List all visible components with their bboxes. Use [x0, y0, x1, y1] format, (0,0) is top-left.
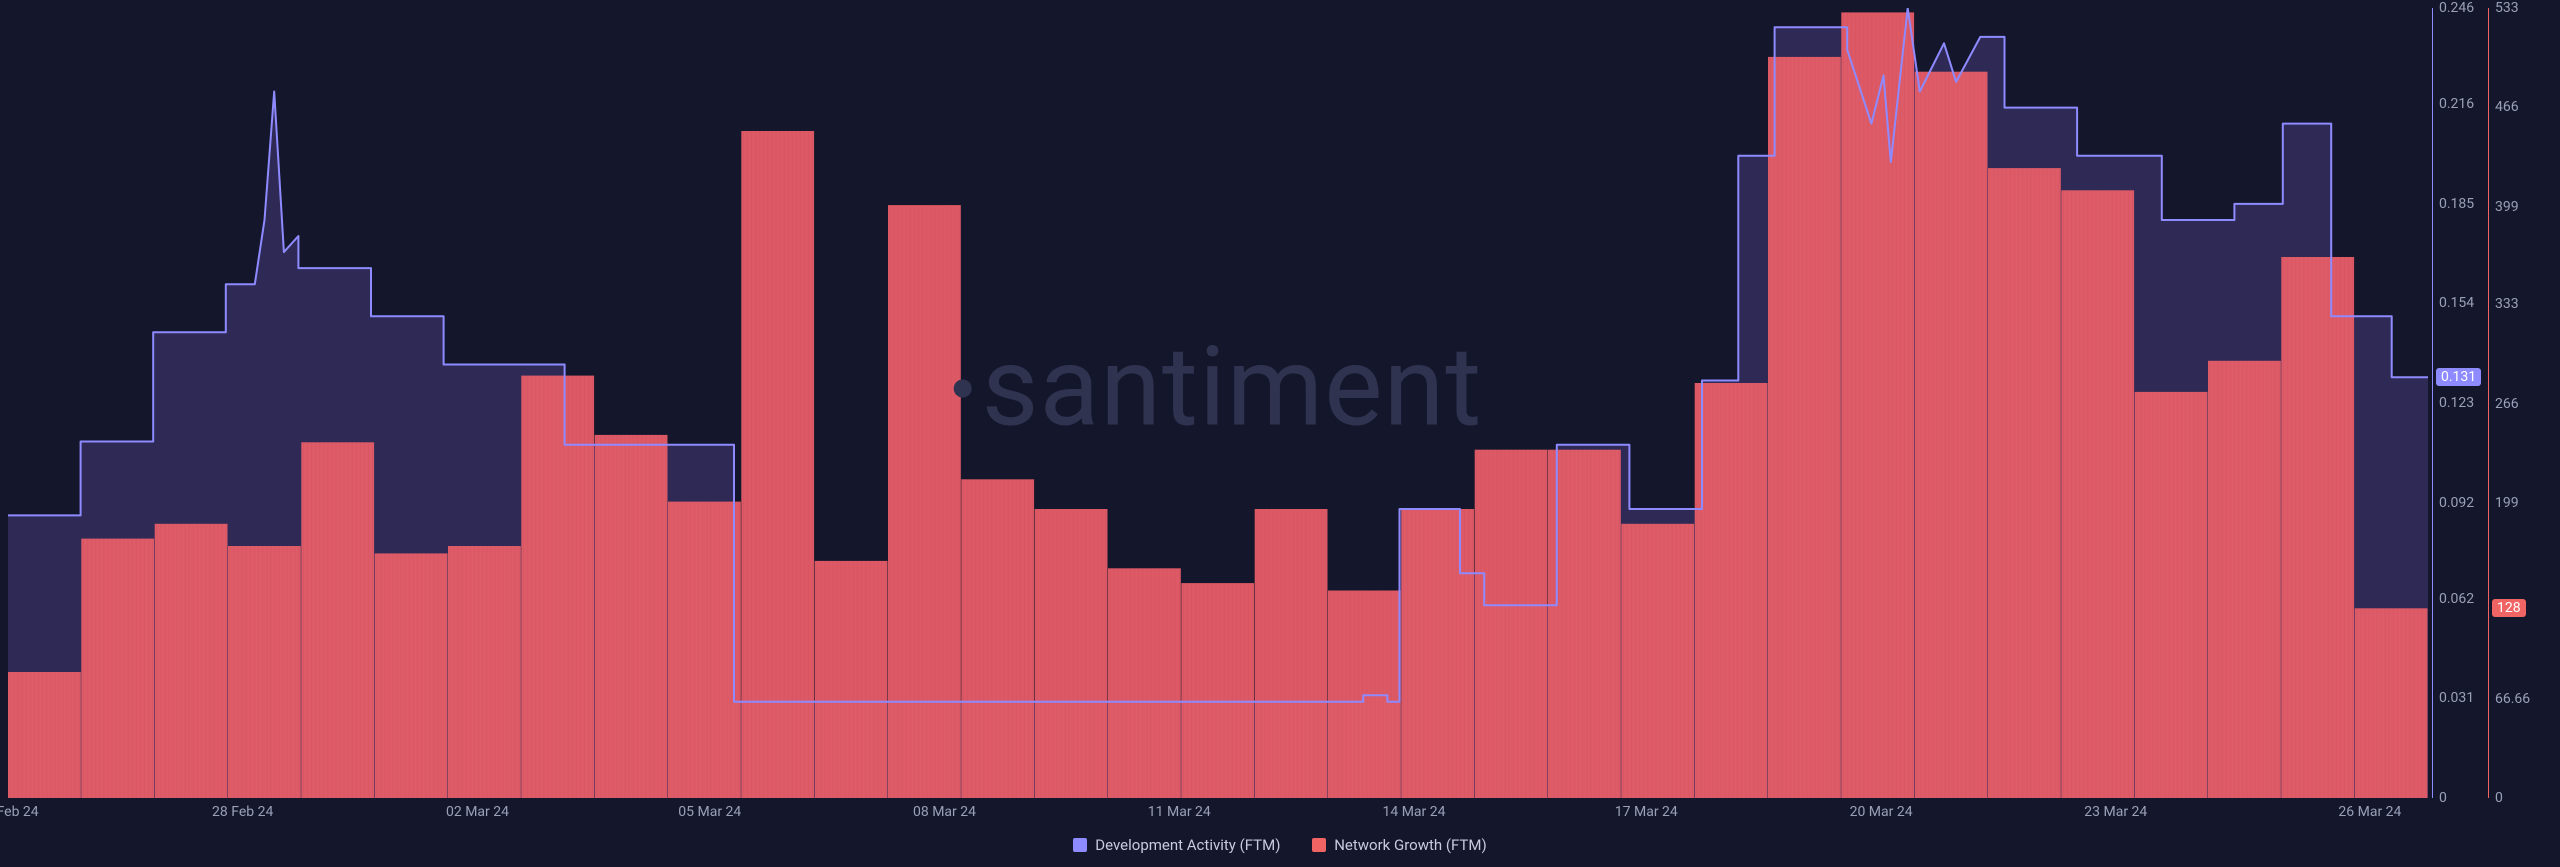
x-tick: 20 Mar 24 [1850, 804, 1913, 820]
network-growth-bar [2355, 608, 2428, 798]
y-axis-dev-activity: 00.0310.0620.0920.1230.1540.1850.2160.24… [2432, 8, 2480, 798]
network-growth-bar [595, 435, 668, 798]
network-growth-bar [448, 546, 521, 798]
y-tick: 0 [2495, 790, 2503, 806]
network-growth-bar [888, 205, 961, 798]
y-tick: 399 [2495, 199, 2519, 215]
network-growth-bar [2061, 190, 2134, 798]
y-tick: 0.031 [2439, 690, 2474, 706]
y-tick: 0.062 [2439, 591, 2474, 607]
x-tick: 23 Mar 24 [2084, 804, 2147, 820]
y-tick: 66.66 [2495, 691, 2530, 707]
y-tick: 266 [2495, 396, 2519, 412]
legend: Development Activity (FTM) Network Growt… [0, 836, 2560, 856]
network-growth-bar [1695, 383, 1768, 798]
network-growth-bar [1401, 509, 1474, 798]
network-growth-bar [1035, 509, 1108, 798]
legend-swatch-icon [1073, 838, 1087, 852]
y-tick: 533 [2495, 0, 2519, 16]
network-growth-bar [1841, 12, 1914, 798]
x-tick: 26 Mar 24 [2338, 804, 2401, 820]
network-growth-bar [1621, 524, 1694, 798]
network-growth-bar [815, 561, 888, 798]
network-growth-bar [1255, 509, 1328, 798]
network-growth-bar [1988, 168, 2061, 798]
y-tick: 0.092 [2439, 495, 2474, 511]
network-growth-bar [155, 524, 228, 798]
x-axis: 25 Feb 2428 Feb 2402 Mar 2405 Mar 2408 M… [8, 800, 2488, 824]
legend-item-dev-activity[interactable]: Development Activity (FTM) [1073, 836, 1280, 854]
network-growth-bar [521, 376, 594, 798]
y-tick: 0.216 [2439, 96, 2474, 112]
network-growth-bar [1548, 450, 1621, 798]
network-growth-bar [1915, 72, 1988, 798]
plot-svg [8, 8, 2428, 798]
network-growth-bar [668, 502, 741, 798]
x-tick: 17 Mar 24 [1615, 804, 1678, 820]
y-tick: 0.123 [2439, 395, 2474, 411]
chart-container: santiment 0 0.031 0.062 0.092 0.123 0.154 0.18… [0, 0, 2560, 867]
network-growth-bar [81, 539, 154, 798]
network-growth-bar [228, 546, 301, 798]
y-tick: 0.154 [2439, 295, 2474, 311]
y-tick: 0.185 [2439, 196, 2474, 212]
y-tick: 333 [2495, 296, 2519, 312]
network-growth-bar [1768, 57, 1841, 798]
network-growth-bar [2208, 361, 2281, 798]
network-growth-bar [375, 553, 448, 798]
x-tick: 08 Mar 24 [913, 804, 976, 820]
legend-item-network-growth[interactable]: Network Growth (FTM) [1312, 836, 1487, 854]
legend-label: Network Growth (FTM) [1334, 836, 1487, 854]
network-growth-bar [1181, 583, 1254, 798]
network-growth-bar [8, 672, 81, 798]
x-tick: 25 Feb 24 [0, 804, 39, 820]
network-growth-bar [741, 131, 814, 798]
legend-label: Development Activity (FTM) [1095, 836, 1280, 854]
network-growth-bar [1475, 450, 1548, 798]
network-growth-bar [2281, 257, 2354, 798]
y-tick: 466 [2495, 99, 2519, 115]
x-tick: 11 Mar 24 [1148, 804, 1211, 820]
plot-area[interactable]: santiment [8, 8, 2428, 798]
legend-swatch-icon [1312, 838, 1326, 852]
network-growth-bar [301, 442, 374, 798]
y-tick: 199 [2495, 495, 2519, 511]
y-axis-current-badge: 128 [2492, 599, 2526, 617]
y-axis-current-badge: 0.131 [2436, 368, 2481, 386]
x-tick: 28 Feb 24 [212, 804, 273, 820]
x-tick: 05 Mar 24 [678, 804, 741, 820]
x-tick: 14 Mar 24 [1383, 804, 1446, 820]
network-growth-bar [1108, 568, 1181, 798]
network-growth-bar [961, 479, 1034, 798]
y-axis-network-growth: 066.66199266333399466533128 [2488, 8, 2536, 798]
network-growth-bar [2135, 392, 2208, 798]
y-tick: 0.246 [2439, 0, 2474, 16]
x-tick: 02 Mar 24 [446, 804, 509, 820]
